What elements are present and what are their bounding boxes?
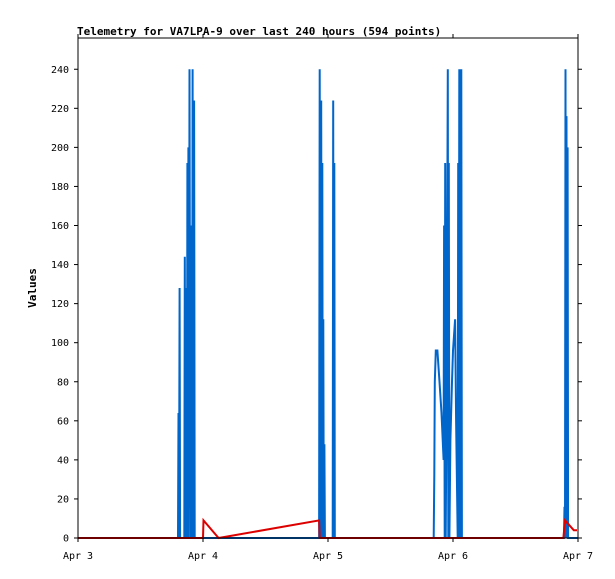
y-tick-label: 240: [51, 65, 69, 76]
y-tick-label: 220: [51, 104, 69, 115]
y-tick-label: 80: [57, 377, 69, 388]
y-tick-label: 200: [51, 143, 69, 154]
x-tick-label: Apr 4: [188, 551, 218, 562]
series-line-1: [78, 69, 578, 539]
y-tick-label: 120: [51, 299, 69, 310]
y-tick-label: 160: [51, 221, 69, 232]
x-tick-label: Apr 7: [563, 551, 593, 562]
x-tick-label: Apr 6: [438, 551, 468, 562]
chart-title: Telemetry for VA7LPA-9 over last 240 hou…: [77, 25, 441, 38]
y-tick-label: 20: [57, 494, 69, 505]
x-tick-label: Apr 5: [313, 551, 343, 562]
y-axis-label: Values: [26, 268, 39, 308]
y-tick-label: 140: [51, 260, 69, 271]
plot-frame: [77, 37, 579, 539]
x-tick-label: Apr 3: [63, 551, 93, 562]
y-tick-label: 0: [63, 534, 69, 545]
plot-area: [78, 69, 578, 540]
y-tick-label: 100: [51, 338, 69, 349]
series-line-2: [78, 517, 577, 540]
axes: 0 20 40 60 80 100 120 140 160 180 200 220 240 Apr 3 Ap…: [51, 34, 593, 562]
y-tick-label: 40: [57, 455, 69, 466]
y-tick-label: 180: [51, 182, 69, 193]
y-tick-label: 60: [57, 416, 69, 427]
